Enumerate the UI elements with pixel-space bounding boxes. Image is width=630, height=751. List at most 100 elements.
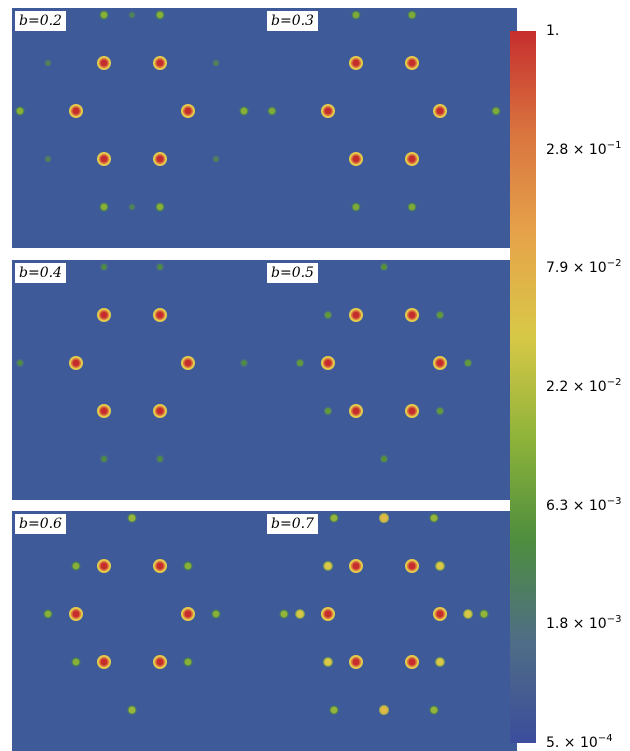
bragg-peak [69,356,83,370]
satellite-peak [295,358,305,368]
satellite-peak [435,561,445,571]
bragg-peak [97,308,111,322]
satellite-peak [128,11,136,19]
satellite-peak [71,561,81,571]
tick-mantissa: 1.8 × 10 [546,616,607,633]
colorbar-tick-label: 2.2 × 10−2 [546,378,621,396]
satellite-peak [128,203,136,211]
satellite-peak [127,513,137,523]
bragg-peak [69,607,83,621]
panel-label: b=0.3 [267,11,318,31]
satellite-peak [15,358,25,368]
bragg-peak [405,152,419,166]
satellite-peak [329,705,339,715]
satellite-peak [279,609,289,619]
satellite-peak [71,657,81,667]
satellite-peak [155,202,165,212]
satellite-peak [239,106,249,116]
colorbar-tick-label: 6.3 × 10−3 [546,496,621,514]
satellite-peak [239,358,249,368]
satellite-peak [429,705,439,715]
satellite-peak [127,705,137,715]
bragg-peak [349,152,363,166]
bragg-peak [405,559,419,573]
bragg-peak [97,152,111,166]
diffraction-plot [15,262,249,464]
bragg-peak [153,655,167,669]
diffraction-plot [43,513,221,715]
bragg-peak [321,607,335,621]
satellite-peak [44,155,52,163]
tick-exponent: −1 [606,139,622,151]
satellite-peak [323,406,333,416]
tick-mantissa: 2.8 × 10 [546,141,607,158]
satellite-peak [15,106,25,116]
satellite-peak [329,513,339,523]
bragg-peak [153,152,167,166]
satellite-peak [435,310,445,320]
panel-label: b=0.5 [267,263,318,283]
colorbar [510,31,536,743]
satellite-peak [379,454,389,464]
bragg-peak [153,56,167,70]
bragg-peak [153,559,167,573]
tick-mantissa: 6.3 × 10 [546,497,607,514]
satellite-peak [379,262,389,272]
satellite-peak [378,512,390,524]
bragg-peak [349,404,363,418]
satellite-peak [155,10,165,20]
tick-exponent: −2 [606,258,622,270]
bragg-peak [405,655,419,669]
satellite-peak [323,657,333,667]
panel-label: b=0.4 [15,263,66,283]
satellite-peak [99,262,109,272]
satellite-peak [295,609,305,619]
bragg-peak [433,104,447,118]
diffraction-plot [279,512,489,716]
satellite-peak [435,657,445,667]
bragg-peak [405,308,419,322]
bragg-peak [153,404,167,418]
bragg-peak [181,104,195,118]
bragg-peak [433,607,447,621]
colorbar-tick-label: 1.8 × 10−3 [546,615,621,633]
colorbar-tick-label: 5. × 10−4 [546,733,613,751]
panel-label: b=0.2 [15,11,66,31]
diffraction-plot [295,262,473,464]
satellite-peak [211,609,221,619]
satellite-peak [323,561,333,571]
satellite-peak [435,406,445,416]
panel-label: b=0.7 [267,514,318,534]
colorbar-tick-label: 7.9 × 10−2 [546,258,622,277]
bragg-peak [405,56,419,70]
heatmap-panel-b-0-6: b=0.6 [12,511,265,751]
heatmap-panel-b-0-4: b=0.4 [12,260,265,500]
bragg-peak [349,56,363,70]
heatmap-panel-b-0-2: b=0.2 [12,8,265,248]
satellite-peak [351,202,361,212]
satellite-peak [463,609,473,619]
bragg-peak [97,404,111,418]
satellite-peak [378,704,390,716]
bragg-peak [349,559,363,573]
tick-exponent: −4 [597,733,613,744]
colorbar-tick-label: 2.8 × 10−1 [546,139,622,158]
bragg-peak [349,308,363,322]
satellite-peak [463,358,473,368]
satellite-peak [212,155,220,163]
satellite-peak [351,10,361,20]
satellite-peak [44,59,52,67]
satellite-peak [99,454,109,464]
satellite-peak [267,106,277,116]
tick-mantissa: 5. × 10 [546,735,598,751]
tick-mantissa: 2.2 × 10 [546,379,607,395]
diffraction-plot [267,10,501,212]
heatmap-panel-b-0-3: b=0.3 [264,8,517,248]
bragg-peak [153,308,167,322]
satellite-peak [99,202,109,212]
satellite-peak [479,609,489,619]
tick-mantissa: 1. [546,23,560,39]
satellite-peak [183,657,193,667]
bragg-peak [97,56,111,70]
satellite-peak [429,513,439,523]
